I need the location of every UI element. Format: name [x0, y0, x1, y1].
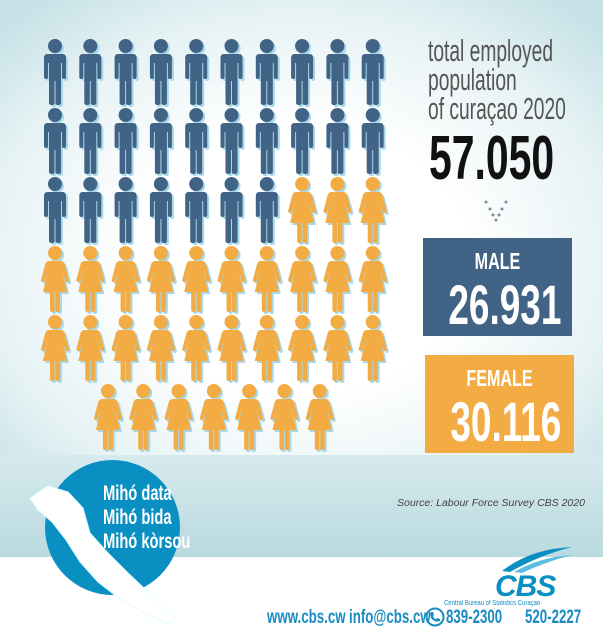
male-figure-icon [185, 108, 210, 176]
male-figure-icon [79, 108, 104, 176]
female-figure-icon [358, 246, 389, 314]
female-figure-icon [76, 246, 107, 314]
chevron-down-dots-icon [484, 200, 508, 222]
female-figure-icon [323, 177, 354, 245]
female-figure-icon [41, 246, 71, 314]
female-figure-icon [305, 384, 336, 452]
male-figure-icon [79, 39, 104, 107]
male-figure-icon [149, 108, 174, 176]
female-figure-icon [235, 384, 266, 452]
male-label: MALE [474, 248, 521, 274]
male-figure-icon [114, 108, 139, 176]
website-link[interactable]: www.cbs.cw [267, 607, 346, 628]
male-figure-icon [255, 39, 280, 107]
female-figure-icon [111, 246, 142, 314]
female-figure-icon [182, 246, 213, 314]
female-figure-icon [217, 246, 248, 314]
cbs-logo-waves-icon [502, 547, 572, 573]
male-figure-icon [326, 39, 351, 107]
female-figure-icon [146, 246, 177, 314]
male-figure-icon [326, 108, 351, 176]
male-figure-icon [220, 39, 245, 107]
male-figure-icon [114, 39, 139, 107]
female-figure-icon [93, 384, 124, 452]
male-figure-icon [255, 177, 280, 245]
female-figure-icon [111, 315, 142, 383]
female-figure-icon [288, 246, 319, 314]
female-figure-icon [129, 384, 160, 452]
source-note: Source: Labour Force Survey CBS 2020 [397, 497, 585, 509]
female-figure-icon [358, 315, 389, 383]
male-figure-icon [79, 177, 104, 245]
female-figure-icon [164, 384, 195, 452]
male-figure-icon [291, 39, 316, 107]
slogan-line2: Mihó bida [103, 506, 172, 529]
headline-line1: total employed [428, 33, 554, 68]
female-figure-icon [146, 315, 177, 383]
headline: total employed population of curaçao 202… [428, 33, 566, 126]
male-figure-icon [44, 177, 68, 245]
female-figure-icon [41, 315, 71, 383]
phone-number-1[interactable]: 839-2300 [446, 607, 503, 628]
male-figure-icon [361, 108, 386, 176]
total-value: 57.050 [429, 124, 555, 193]
cbs-logo-subtitle: Central Bureau of Statistics Curaçao [444, 600, 541, 607]
female-figure-icon [182, 315, 213, 383]
headline-line2: population [428, 62, 517, 97]
female-box: FEMALE 30.116 [425, 355, 574, 453]
slogan: Mihó data Mihó bida Mihó kòrsou [103, 482, 190, 554]
phone-icon [425, 607, 445, 627]
male-figure-icon [185, 39, 210, 107]
female-figure-icon [217, 315, 248, 383]
pictogram [41, 39, 389, 452]
female-figure-icon [358, 177, 389, 245]
male-figure-icon [220, 177, 245, 245]
male-value: 26.931 [448, 273, 562, 336]
female-figure-icon [76, 315, 107, 383]
email-link[interactable]: info@cbs.cw [349, 607, 431, 628]
male-box: MALE 26.931 [423, 238, 572, 336]
headline-line3: of curaçao 2020 [428, 91, 566, 126]
phone-number-2[interactable]: 520-2227 [525, 607, 582, 628]
male-figure-icon [149, 39, 174, 107]
male-figure-icon [361, 39, 386, 107]
female-value: 30.116 [450, 390, 562, 453]
female-figure-icon [199, 384, 230, 452]
female-figure-icon [323, 246, 354, 314]
male-figure-icon [255, 108, 280, 176]
male-figure-icon [220, 108, 245, 176]
male-figure-icon [114, 177, 139, 245]
cbs-logo: CBS [495, 570, 556, 603]
male-figure-icon [44, 39, 68, 107]
female-label: FEMALE [466, 365, 533, 391]
female-figure-icon [270, 384, 301, 452]
male-figure-icon [291, 108, 316, 176]
male-figure-icon [44, 108, 68, 176]
female-figure-icon [288, 177, 319, 245]
female-figure-icon [252, 246, 283, 314]
female-figure-icon [288, 315, 319, 383]
male-figure-icon [149, 177, 174, 245]
female-figure-icon [323, 315, 354, 383]
curacao-island-icon [29, 485, 177, 625]
female-figure-icon [252, 315, 283, 383]
male-figure-icon [185, 177, 210, 245]
slogan-line3: Mihó kòrsou [103, 530, 191, 553]
slogan-line1: Mihó data [103, 482, 172, 505]
